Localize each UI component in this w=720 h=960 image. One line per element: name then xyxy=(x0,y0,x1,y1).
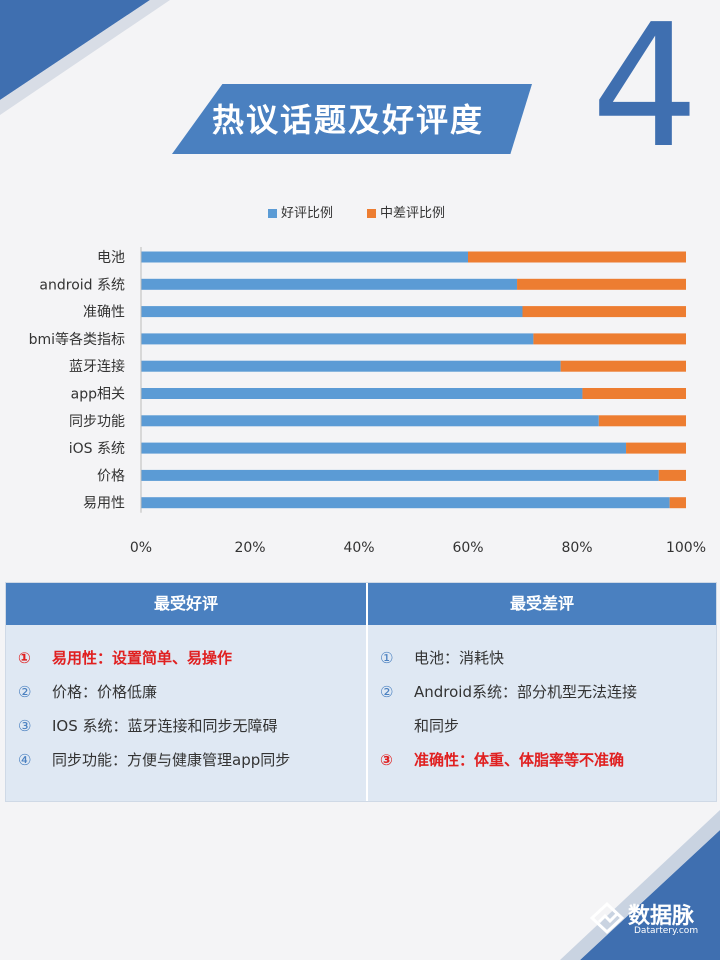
worst-reviewed-header: 最受差评 xyxy=(368,583,716,625)
bar-good xyxy=(141,251,468,263)
legend-item-bad: 中差评比例 xyxy=(367,204,445,224)
review-item-text: 价格：价格低廉 xyxy=(52,683,158,701)
category-label: 价格 xyxy=(97,468,125,484)
legend-swatch-good xyxy=(268,209,277,218)
review-item-text: 同步功能：方便与健康管理app同步 xyxy=(52,751,291,769)
x-tick-label: 80% xyxy=(561,540,592,556)
worst-reviewed-list: ① 电池：消耗快 ② Android系统：部分机型无法连接 和同步 ③ 准确性：体重、体脂率… xyxy=(368,625,716,801)
category-label: bmi等各类指标 xyxy=(29,331,125,348)
review-item: 和同步 xyxy=(380,715,459,737)
legend-item-good: 好评比例 xyxy=(268,204,333,224)
category-label: 电池 xyxy=(97,250,125,266)
brand-logo-icon xyxy=(589,901,625,935)
brand-logo: 数据脉 Datartery.com xyxy=(588,894,708,948)
category-label: 蓝牙连接 xyxy=(69,358,125,375)
review-item-number: ③ xyxy=(380,751,393,769)
category-label: 准确性 xyxy=(83,305,125,321)
review-item: ③ 准确性：体重、体脂率等不准确 xyxy=(380,749,624,771)
bar-good xyxy=(141,442,627,454)
review-item: ① 电池：消耗快 xyxy=(380,647,504,669)
page-title: 热议话题及好评度 xyxy=(212,101,485,139)
x-tick-label: 0% xyxy=(130,540,152,556)
review-item-text: 准确性：体重、体脂率等不准确 xyxy=(414,751,625,769)
review-item-text: Android系统：部分机型无法连接 xyxy=(414,683,637,701)
bar-bad xyxy=(560,360,686,372)
legend-swatch-bad xyxy=(367,209,376,218)
chart-legend: 好评比例 中差评比例 xyxy=(0,204,720,224)
x-tick-label: 20% xyxy=(234,540,265,556)
bar-bad xyxy=(522,306,686,318)
legend-label-bad: 中差评比例 xyxy=(380,206,446,221)
category-label: 易用性 xyxy=(83,496,125,512)
panel-divider xyxy=(366,583,368,801)
brand-logo-name: 数据脉 xyxy=(628,904,695,929)
review-item-number: ② xyxy=(18,683,32,701)
review-item-text: 电池：消耗快 xyxy=(414,649,505,667)
bar-good xyxy=(141,497,670,509)
title-banner xyxy=(172,84,532,154)
brand-logo-url: Datartery.com xyxy=(634,926,699,936)
review-item-number: ① xyxy=(380,649,394,667)
review-item-number: ④ xyxy=(18,751,32,769)
review-item: ② 价格：价格低廉 xyxy=(18,681,157,703)
review-item: ① 易用性：设置简单、易操作 xyxy=(18,647,232,669)
category-label: iOS 系统 xyxy=(69,441,125,457)
bar-bad xyxy=(582,388,686,399)
legend-label-good: 好评比例 xyxy=(281,206,334,221)
x-tick-label: 40% xyxy=(343,540,374,556)
review-item: ② Android系统：部分机型无法连接 xyxy=(380,681,637,703)
best-reviewed-list: ① 易用性：设置简单、易操作 ② 价格：价格低廉 ③ IOS 系统：蓝牙连接和同步无障碍 ④… xyxy=(6,625,366,801)
review-item-text: 易用性：设置简单、易操作 xyxy=(52,649,233,667)
review-item-number: ③ xyxy=(18,717,32,735)
bar-good xyxy=(141,360,561,372)
bar-bad xyxy=(669,497,686,509)
category-label: 同步功能 xyxy=(69,414,125,430)
x-tick-label: 60% xyxy=(452,540,483,556)
bar-good xyxy=(141,415,599,427)
category-label: app相关 xyxy=(71,387,125,403)
bar-good xyxy=(141,388,583,399)
bar-good xyxy=(141,306,523,318)
bar-bad xyxy=(533,333,686,345)
bar-bad xyxy=(626,442,686,454)
bar-bad xyxy=(468,251,686,263)
section-number: 4 xyxy=(590,0,700,186)
category-label: android 系统 xyxy=(39,277,125,293)
review-item-text: 和同步 xyxy=(414,717,460,735)
review-summary-panel: 最受好评 最受差评 ① 易用性：设置简单、易操作 ② 价格：价格低廉 ③ IOS 系统：蓝… xyxy=(5,582,717,802)
review-item: ③ IOS 系统：蓝牙连接和同步无障碍 xyxy=(18,715,278,737)
bar-bad xyxy=(658,469,686,481)
review-item-number: ② xyxy=(380,683,394,701)
best-reviewed-header: 最受好评 xyxy=(6,583,366,625)
x-tick-label: 100% xyxy=(666,540,706,556)
bar-good xyxy=(141,278,518,290)
bar-bad xyxy=(517,278,686,290)
bar-good xyxy=(141,333,534,345)
review-item-number: ① xyxy=(18,649,31,667)
review-item: ④ 同步功能：方便与健康管理app同步 xyxy=(18,749,290,771)
review-item-text: IOS 系统：蓝牙连接和同步无障碍 xyxy=(52,717,278,735)
bar-good xyxy=(141,469,659,481)
bar-bad xyxy=(598,415,686,427)
